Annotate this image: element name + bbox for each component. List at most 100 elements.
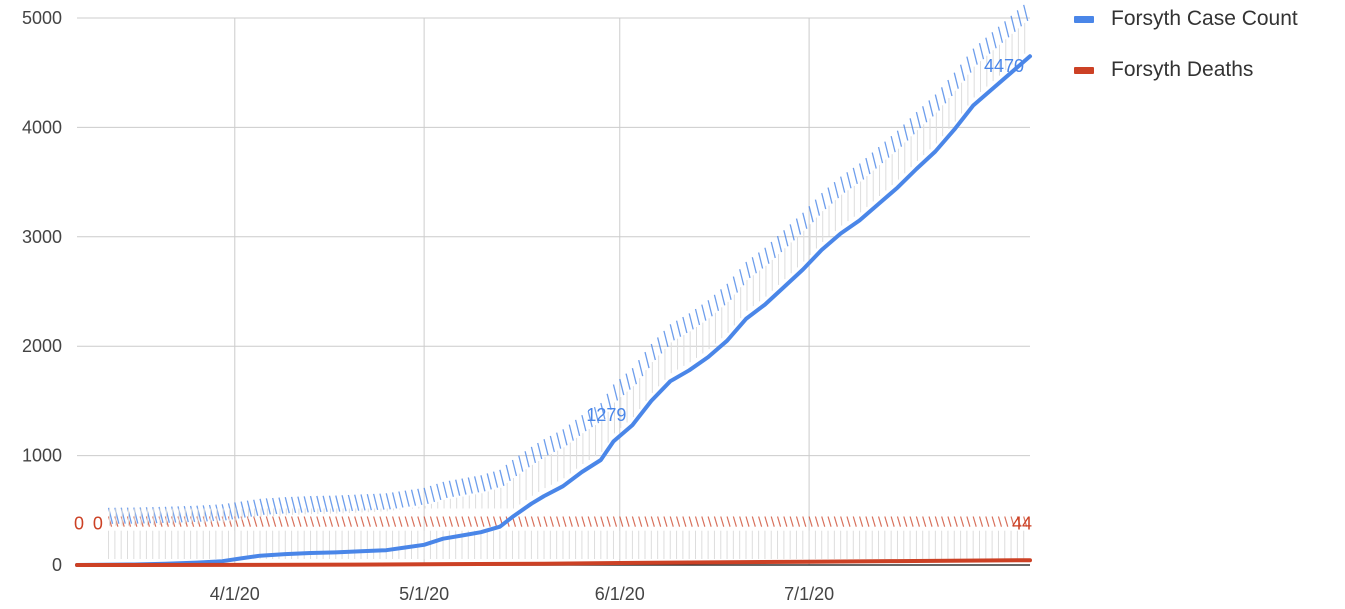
death-label-glyph (972, 516, 977, 527)
case-label-glyph (518, 455, 524, 472)
case-label-glyph (852, 167, 858, 185)
case-label-glyph (922, 106, 928, 123)
death-label-glyph (903, 516, 908, 527)
death-label-glyph (593, 516, 599, 527)
death-label-glyph (821, 516, 826, 527)
death-label-glyph (423, 516, 428, 527)
case-label-glyph (316, 495, 322, 513)
death-label-glyph (877, 516, 883, 527)
death-label-glyph (663, 516, 668, 527)
death-label-glyph (675, 516, 681, 527)
death-label-glyph (328, 516, 334, 527)
case-label-glyph (524, 451, 530, 468)
case-label-glyph (663, 330, 669, 348)
death-label-glyph (688, 516, 693, 527)
case-label-glyph (259, 498, 265, 515)
case-label-glyph (505, 464, 511, 482)
case-label-glyph (953, 72, 959, 89)
case-label-glyph (473, 476, 480, 493)
case-label-glyph (808, 206, 814, 223)
death-label-glyph (814, 516, 819, 527)
case-label-glyph (309, 495, 316, 513)
data-labels: 1279 4470 0 0 44 (74, 56, 1032, 534)
death-label-glyph (638, 516, 643, 527)
case-label-glyph (436, 483, 442, 501)
case-label-glyph (581, 414, 587, 432)
death-label-glyph (783, 516, 788, 527)
death-label-glyph (581, 516, 586, 527)
series-line-deaths (75, 558, 1032, 567)
case-label-glyph (858, 163, 865, 180)
death-label-glyph (360, 516, 365, 527)
death-label-glyph (802, 516, 807, 527)
case-label-glyph (840, 176, 846, 193)
death-label-glyph (991, 516, 996, 527)
data-label-deaths: 0 (93, 513, 103, 533)
death-label-glyph (297, 516, 302, 527)
death-label-glyph (713, 516, 719, 527)
death-label-glyph (909, 516, 914, 527)
x-tick-label: 4/1/20 (210, 584, 260, 604)
x-axis: 4/1/20 5/1/20 6/1/20 7/1/20 (77, 564, 1030, 604)
death-label-glyph (265, 516, 270, 527)
x-tick-label: 6/1/20 (595, 584, 645, 604)
death-label-glyph (537, 516, 542, 527)
death-label-glyph (732, 516, 737, 527)
case-label-glyph (480, 475, 486, 492)
case-label-glyph (234, 502, 240, 519)
case-label-glyph (574, 419, 581, 437)
case-label-glyph (865, 157, 871, 175)
death-label-glyph (625, 516, 630, 527)
case-label-glyph (556, 432, 562, 449)
death-label-glyph (770, 516, 775, 527)
legend-label-cases: Forsyth Case Count (1111, 7, 1298, 30)
death-label-glyph (518, 516, 523, 527)
data-label-deaths: 0 (74, 513, 84, 533)
case-label-glyph (745, 261, 751, 279)
death-label-glyph (922, 516, 927, 527)
case-label-glyph (417, 488, 423, 505)
case-label-glyph (246, 500, 253, 517)
y-tick-label: 2000 (22, 336, 62, 356)
case-label-glyph (461, 478, 467, 495)
death-label-glyph (272, 516, 277, 527)
case-label-glyph (593, 406, 600, 424)
death-label-glyph (941, 516, 946, 527)
data-label-cases: 4470 (984, 56, 1024, 76)
y-tick-label: 1000 (22, 446, 62, 466)
y-tick-label: 0 (52, 555, 62, 575)
case-label-glyph (726, 283, 732, 300)
death-label-glyph (253, 516, 258, 527)
death-label-glyph (833, 516, 838, 527)
case-label-glyph (202, 505, 208, 522)
case-label-glyph (739, 269, 745, 286)
death-label-glyph (549, 516, 554, 527)
death-label-glyph (455, 516, 460, 527)
case-label-glyph (612, 384, 619, 401)
death-label-glyph (284, 516, 289, 527)
case-label-glyph (1004, 21, 1010, 38)
death-label-glyph (657, 516, 662, 527)
death-label-glyph (644, 516, 649, 527)
death-label-glyph (827, 516, 832, 527)
legend-item-deaths: Forsyth Deaths (1074, 55, 1298, 85)
case-label-glyph (997, 26, 1004, 43)
death-label-glyph (865, 516, 870, 527)
case-label-glyph (562, 429, 568, 446)
data-label-deaths: 44 (1012, 513, 1032, 533)
case-label-glyph (341, 495, 347, 512)
death-label-glyph (978, 516, 984, 527)
death-label-glyph (309, 516, 315, 527)
x-tick-label: 7/1/20 (784, 584, 834, 604)
case-label-glyph (272, 497, 278, 515)
case-label-glyph (511, 459, 518, 477)
death-label-glyph (726, 516, 731, 527)
death-label-glyph (385, 516, 390, 527)
case-label-glyph (391, 492, 398, 509)
death-label-glyph (366, 516, 371, 527)
case-label-glyph (688, 313, 694, 330)
case-label-glyph (265, 498, 271, 515)
death-label-glyph (600, 516, 605, 527)
case-label-glyph (985, 37, 991, 54)
